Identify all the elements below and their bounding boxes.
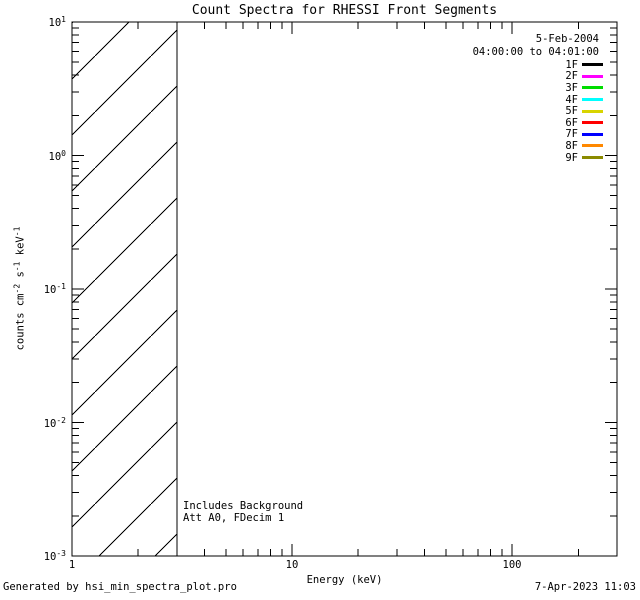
x-axis-label: Energy (keV) [306,574,383,586]
legend-label: 8F [565,139,578,152]
legend-label: 1F [565,58,578,71]
y-tick-label: 10-1 [43,282,66,296]
legend-swatch [582,132,603,136]
legend-label: 7F [565,128,578,141]
legend-row: 3F [565,82,603,94]
legend-row: 6F [565,117,603,129]
legend-swatch [582,121,603,125]
x-tick-label: 100 [502,559,522,571]
plot-frame [71,21,618,557]
legend-row: 7F [565,128,603,141]
legend-swatch [582,86,603,90]
plot-annotation: Includes Background Att A0, FDecim 1 [183,500,303,524]
legend-row: 9F [565,152,603,164]
legend-swatch [582,156,603,160]
legend-label: 9F [565,151,578,164]
annotation-background: Includes Background [183,500,304,512]
legend-time-range: 04:00:00 to 04:01:00 [472,45,599,58]
legend-label: 4F [565,93,578,106]
legend-swatch [582,63,603,67]
legend-label: 2F [565,70,578,83]
legend-row: 8F [565,140,603,152]
footer-generated-by: Generated by hsi_min_spectra_plot.pro [3,581,237,593]
legend-row: 4F [565,94,603,106]
legend-swatch [582,98,603,102]
axis-ticks [71,21,617,557]
legend-row: 5F [565,105,603,117]
legend-label: 6F [565,116,578,129]
legend: 1F 2F 3F 4F 5F 6F 7F 8F 9F [565,59,603,164]
hatch-region [72,22,178,556]
legend-swatch [582,144,603,148]
legend-header: 5-Feb-2004 04:00:00 to 04:01:00 [473,33,599,58]
plot-title: Count Spectra for RHESSI Front Segments [191,3,498,18]
y-tick-label: 100 [48,148,66,163]
y-tick-label: 101 [48,15,66,29]
footer-datetime: 7-Apr-2023 11:03 [534,581,636,593]
legend-date: 5-Feb-2004 [535,33,599,45]
legend-label: 3F [565,81,578,94]
y-tick-label: 10-2 [43,415,66,430]
legend-row: 2F [565,70,603,83]
x-tick-label: 1 [68,559,76,571]
legend-swatch [582,74,603,78]
legend-label: 5F [565,105,578,118]
legend-swatch [582,109,603,113]
annotation-attenuator: Att A0, FDecim 1 [183,512,285,524]
y-tick-label: 10-3 [43,549,66,563]
legend-row: 1F [565,59,603,71]
x-tick-label: 10 [285,559,299,571]
